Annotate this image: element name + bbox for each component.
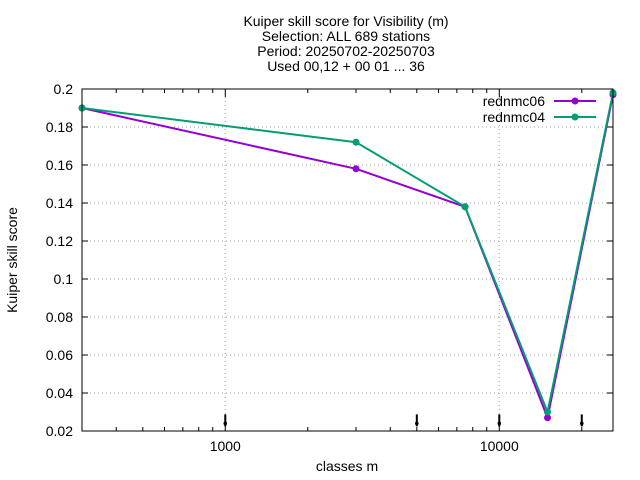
y-tick-labels: 0.02 0.04 0.06 0.08 0.1 0.12 0.14 0.16 0.18 0.2: [46, 81, 73, 439]
y-tick-label: 0.04: [46, 385, 73, 401]
marker-point: [223, 421, 228, 426]
title-line: Kuiper skill score for Visibility (m): [243, 13, 448, 29]
y-axis-label: Kuiper skill score: [4, 207, 20, 313]
data-point-rednmc04: [352, 138, 360, 146]
y-tick-label: 0.16: [46, 157, 73, 173]
x-tick-label: 10000: [480, 438, 519, 454]
y-tick-label: 0.1: [54, 271, 74, 287]
y-tick-label: 0.06: [46, 347, 73, 363]
series-group: [78, 89, 617, 422]
y-tick-label: 0.08: [46, 309, 73, 325]
title-line: Selection: ALL 689 stations: [262, 28, 430, 44]
data-point-rednmc04: [544, 408, 552, 416]
marker-point: [497, 421, 502, 426]
legend-label: rednmc04: [483, 109, 545, 125]
vertical-markers: [223, 414, 584, 427]
legend-label: rednmc06: [483, 93, 545, 109]
chart-title: Kuiper skill score for Visibility (m)Sel…: [243, 13, 448, 74]
marker-point: [415, 421, 419, 426]
x-axis-label: classes m: [316, 458, 378, 474]
data-point-rednmc06: [352, 165, 360, 173]
legend-swatch-point: [571, 97, 579, 105]
legend-swatch-point: [571, 113, 579, 121]
x-tick-labels: 1000 10000: [210, 438, 519, 454]
y-tick-label: 0.14: [46, 195, 73, 211]
title-line: Used 00,12 + 00 01 ... 36: [267, 58, 425, 74]
marker-point: [579, 421, 584, 426]
y-tick-label: 0.18: [46, 119, 73, 135]
y-tick-label: 0.12: [46, 233, 73, 249]
data-point-rednmc06: [544, 414, 552, 422]
series-line-rednmc04: [81, 92, 614, 416]
series-line-rednmc06: [81, 94, 614, 422]
y-tick-label: 0.02: [46, 423, 73, 439]
y-tick-label: 0.2: [54, 81, 74, 97]
data-point-rednmc04: [461, 203, 469, 211]
x-tick-label: 1000: [210, 438, 241, 454]
plot-frame: [81, 88, 614, 432]
title-line: Period: 20250702-20250703: [257, 43, 435, 59]
